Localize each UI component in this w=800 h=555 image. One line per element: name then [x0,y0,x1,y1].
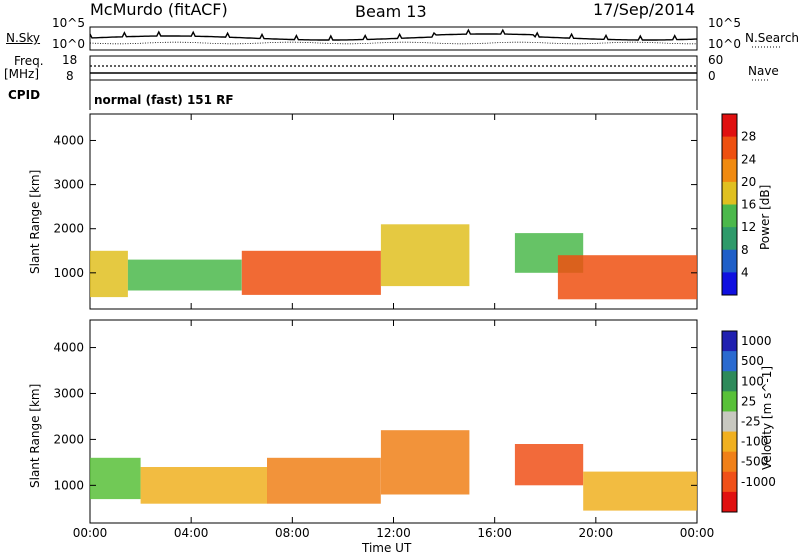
cbar-cell-1-0 [722,331,737,352]
cbar-cell-1-7 [722,471,737,493]
freq-frame [89,55,698,81]
freq-unit-label: [MHz] [4,67,40,81]
data-region-0-2 [241,250,381,295]
nave-tick-high: 60 [708,53,724,67]
cbar-cell-1-1 [722,351,737,372]
xtick-label-0: 00:00 [73,526,108,540]
cbar-tick-0-0: 4 [741,265,749,279]
cbar-frame-0 [721,113,738,296]
cbar-tick-0-4: 20 [741,175,756,189]
ytick-label-0-1: 2000 [53,222,84,236]
cbar-tick-0-1: 8 [741,243,749,257]
cbar-tick-0-2: 12 [741,220,756,234]
data-region-1-3 [380,430,470,495]
ytick-label-1-1: 2000 [53,432,84,446]
cbar-cell-1-2 [722,371,737,392]
cbar-tick-0-3: 16 [741,198,756,212]
data-region-0-0 [90,250,128,298]
nave-tick-low: 0 [708,69,716,83]
cbar-cell-1-5 [722,431,737,453]
freq-label: Freq. [14,54,44,68]
data-region-0-5 [557,255,697,300]
cbar-tick-0-6: 28 [741,130,756,144]
xtick-label-3: 12:00 [376,526,411,540]
cbar-tick-1-1: 500 [741,354,764,368]
cbar-cell-0-2 [722,159,737,183]
cbar-cell-0-6 [722,249,737,273]
ytick-label-1-3: 4000 [53,341,84,355]
data-region-0-3 [380,224,470,287]
freq-tick-high: 18 [62,53,78,67]
data-region-1-5 [583,471,697,511]
cpid-text: normal (fast) 151 RF [94,93,234,107]
search-tick-high: 10^5 [708,16,741,30]
ytick-label-1-2: 3000 [53,386,84,400]
xtick-label-4: 16:00 [477,526,512,540]
cbar-cell-1-4 [722,411,737,433]
cbar-cell-0-7 [722,272,737,296]
freq-tick-low: 8 [66,69,74,83]
cbar-cell-0-0 [722,114,737,138]
cbar-cell-0-5 [722,227,737,251]
cbar-tick-1-2: 100 [741,374,764,388]
data-region-1-4 [514,444,584,486]
nsearch-label: N.Search [745,31,800,45]
cbar-tick-1-3: 25 [741,394,756,408]
date-title: 17/Sep/2014 [593,0,696,19]
cbar-tick-1-6: -500 [741,455,768,469]
x-axis-label: Time UT [362,541,412,555]
ytick-label-1-0: 1000 [53,478,84,492]
data-region-1-0 [90,457,141,500]
cbar-cell-0-4 [722,204,737,228]
cbar-cell-1-6 [722,451,737,473]
sky-tick-low: 10^0 [52,37,85,51]
cbar-cell-0-3 [722,181,737,205]
station-title: McMurdo (fitACF) [90,0,228,19]
search-tick-low: 10^0 [708,37,741,51]
sky-tick-high: 10^5 [52,16,85,30]
ytick-label-0-3: 4000 [53,133,84,147]
data-region-0-1 [127,259,242,291]
cbar-cell-1-3 [722,391,737,412]
nsearch-line [89,41,697,45]
xtick-label-6: 00:00 [680,526,715,540]
nave-label: Nave [748,64,779,78]
cbar-tick-0-5: 24 [741,152,756,166]
cbar-tick-1-7: -1000 [741,475,776,489]
nsky-label: N.Sky [6,31,41,45]
cbar-tick-1-4: -25 [741,415,761,429]
cpid-label: CPID [8,88,41,102]
cbar-tick-1-0: 1000 [741,334,772,348]
cbar-tick-1-5: -100 [741,435,768,449]
xtick-label-1: 04:00 [174,526,209,540]
data-region-1-2 [267,457,381,504]
data-region-1-1 [140,467,268,504]
nsky-line [89,28,697,41]
xtick-label-5: 20:00 [579,526,614,540]
cbar-cell-0-1 [722,136,737,160]
xtick-label-2: 08:00 [275,526,310,540]
ytick-label-0-0: 1000 [53,266,84,280]
ytick-label-0-2: 3000 [53,178,84,192]
cbar-frame-1 [721,330,738,513]
cbar-cell-1-8 [722,491,737,513]
beam-title: Beam 13 [355,2,427,21]
